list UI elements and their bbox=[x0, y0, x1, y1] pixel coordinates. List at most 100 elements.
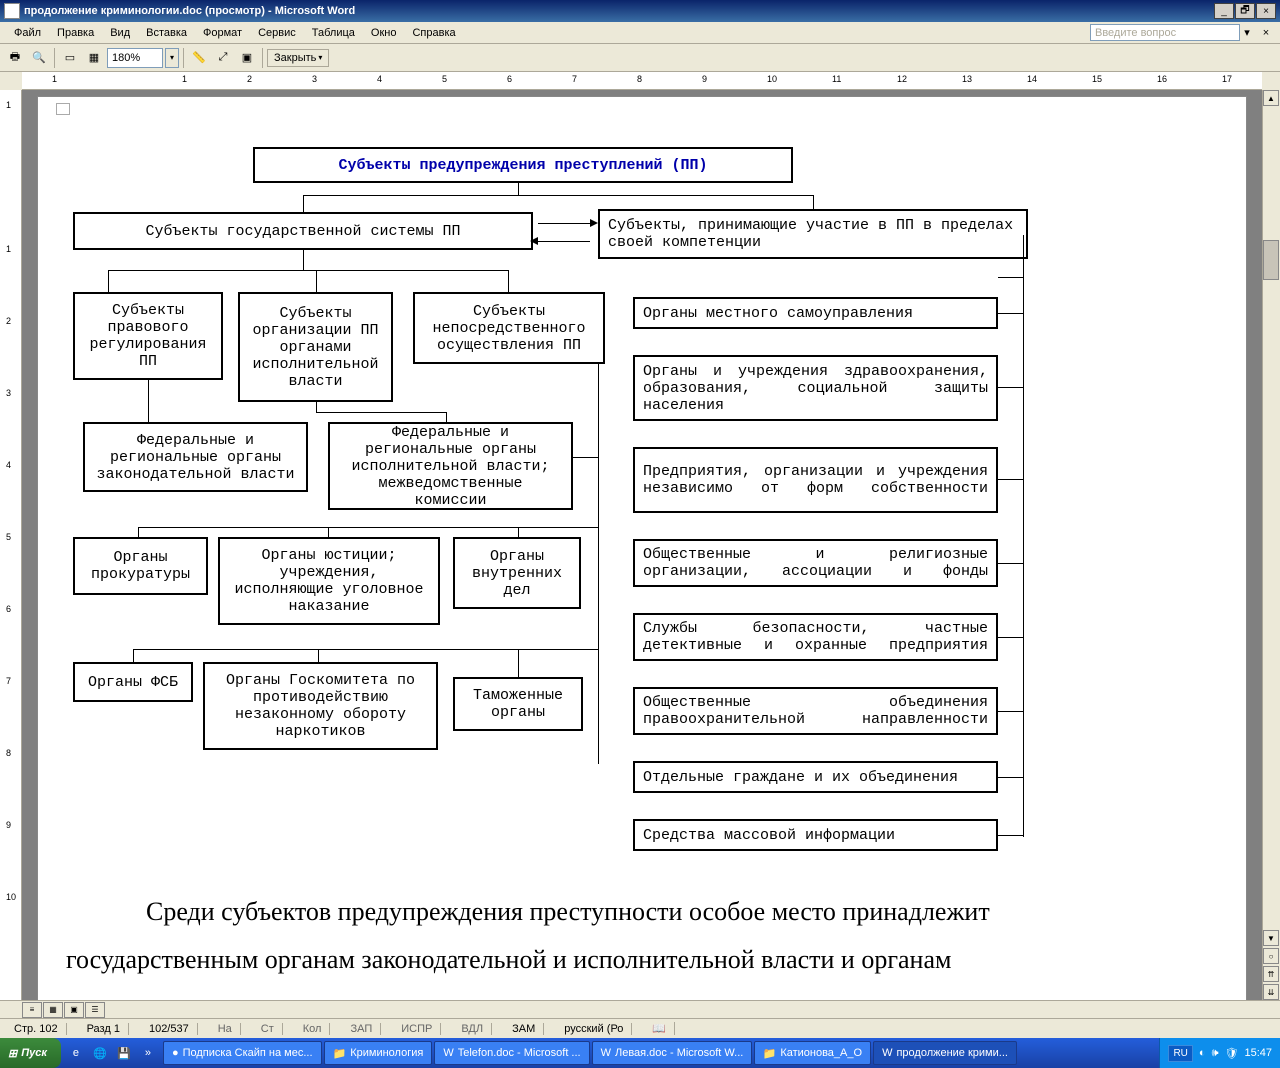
doc-close-button[interactable]: × bbox=[1258, 27, 1274, 39]
print-icon[interactable]: 🖶 bbox=[4, 47, 26, 69]
taskbar-item[interactable]: WTelefon.doc - Microsoft ... bbox=[434, 1041, 589, 1065]
menu-view[interactable]: Вид bbox=[102, 25, 138, 41]
next-page-icon[interactable]: ⇊ bbox=[1263, 984, 1279, 1000]
horizontal-scrollbar[interactable]: ≡ ▦ ▣ ☰ bbox=[0, 1000, 1280, 1018]
connector bbox=[998, 835, 1023, 836]
box-l1c: Субъекты непосредственного осуществления… bbox=[413, 292, 605, 364]
box-l3b: Органы юстиции; учреждения, исполняющие … bbox=[218, 537, 440, 625]
zoom-input[interactable]: 180% bbox=[107, 48, 163, 68]
prev-page-icon[interactable]: ⇈ bbox=[1263, 966, 1279, 982]
connector bbox=[303, 195, 813, 196]
box-r2: Органы и учреждения здравоохранения, обр… bbox=[633, 355, 998, 421]
status-pages: 102/537 bbox=[141, 1023, 198, 1035]
connector bbox=[303, 250, 304, 270]
vertical-scrollbar[interactable]: ▲ ▼ ○ ⇈ ⇊ bbox=[1262, 90, 1280, 1000]
scroll-up-icon[interactable]: ▲ bbox=[1263, 90, 1279, 106]
close-window-button[interactable]: × bbox=[1256, 3, 1276, 19]
tray-icon[interactable]: 🛡 bbox=[1225, 1047, 1239, 1060]
taskbar-item[interactable]: 📁Катионова_А_О bbox=[754, 1041, 871, 1065]
view-normal-icon[interactable]: ≡ bbox=[22, 1002, 42, 1018]
tray-icon[interactable]: 🕪 bbox=[1212, 1047, 1219, 1060]
box-l4b: Органы Госкомитета по противодействию не… bbox=[203, 662, 438, 750]
zoom-dropdown-icon[interactable]: ▾ bbox=[165, 48, 179, 68]
close-preview-button[interactable]: Закрыть▾ bbox=[267, 49, 329, 67]
view-print-icon[interactable]: ▣ bbox=[64, 1002, 84, 1018]
connector bbox=[998, 711, 1023, 712]
diagram-title: Субъекты предупреждения преступлений (ПП… bbox=[253, 147, 793, 183]
scroll-down-icon[interactable]: ▼ bbox=[1263, 930, 1279, 946]
box-l1b: Субъекты организации ПП органами исполни… bbox=[238, 292, 393, 402]
connector bbox=[998, 387, 1023, 388]
restore-button[interactable]: 🗗 bbox=[1235, 3, 1255, 19]
connector bbox=[538, 241, 590, 242]
minimize-button[interactable]: _ bbox=[1214, 3, 1234, 19]
ql-explorer-icon[interactable]: 🌐 bbox=[89, 1042, 111, 1064]
taskbar-item[interactable]: ●Подписка Скайп на мес... bbox=[163, 1041, 322, 1065]
box-r1: Органы местного самоуправления bbox=[633, 297, 998, 329]
toolbar: 🖶 🔍 ▭ ▦ 180% ▾ 📏 ⤢ ▣ Закрыть▾ bbox=[0, 44, 1280, 72]
quicklaunch: e 🌐 💾 » bbox=[61, 1042, 163, 1064]
fullscreen-icon[interactable]: ▣ bbox=[236, 47, 258, 69]
ql-ie-icon[interactable]: e bbox=[65, 1042, 87, 1064]
body-text-2: государственным органам законодательной … bbox=[66, 945, 951, 975]
status-vdl: ВДЛ bbox=[453, 1023, 492, 1035]
titlebar: продолжение криминологии.doc (просмотр) … bbox=[0, 0, 1280, 22]
multi-page-icon[interactable]: ▦ bbox=[83, 47, 105, 69]
browse-select-icon[interactable]: ○ bbox=[1263, 948, 1279, 964]
view-web-icon[interactable]: ▦ bbox=[43, 1002, 63, 1018]
status-zam: ЗАМ bbox=[504, 1023, 544, 1035]
one-page-icon[interactable]: ▭ bbox=[59, 47, 81, 69]
menu-window[interactable]: Окно bbox=[363, 25, 405, 41]
connector bbox=[998, 479, 1023, 480]
menu-table[interactable]: Таблица bbox=[304, 25, 363, 41]
connector bbox=[518, 649, 519, 677]
menu-file[interactable]: Файл bbox=[6, 25, 49, 41]
connector bbox=[1023, 235, 1024, 260]
taskbar-item[interactable]: Wпродолжение крими... bbox=[873, 1041, 1017, 1065]
body-text-1: Среди субъектов предупреждения преступно… bbox=[146, 897, 990, 927]
scroll-thumb[interactable] bbox=[1263, 240, 1279, 280]
language-indicator[interactable]: RU bbox=[1168, 1045, 1192, 1062]
box-l2b: Федеральные и региональные органы исполн… bbox=[328, 422, 573, 510]
connector bbox=[573, 457, 598, 458]
ql-more-icon[interactable]: » bbox=[137, 1042, 159, 1064]
connector bbox=[148, 380, 149, 422]
view-outline-icon[interactable]: ☰ bbox=[85, 1002, 105, 1018]
connector bbox=[138, 527, 139, 537]
status-col: Кол bbox=[295, 1023, 331, 1035]
ruler-icon[interactable]: 📏 bbox=[188, 47, 210, 69]
magnifier-icon[interactable]: 🔍 bbox=[28, 47, 50, 69]
taskbar-item-icon: 📁 bbox=[333, 1047, 347, 1060]
box-l3a: Органы прокуратуры bbox=[73, 537, 208, 595]
taskbar: ⊞ Пуск e 🌐 💾 » ●Подписка Скайп на мес...… bbox=[0, 1038, 1280, 1068]
connector bbox=[108, 270, 508, 271]
box-r8: Средства массовой информации bbox=[633, 819, 998, 851]
vertical-ruler: 112345678910 bbox=[0, 90, 22, 1000]
taskbar-item[interactable]: 📁Криминология bbox=[324, 1041, 433, 1065]
tray-icon[interactable]: ◐ bbox=[1199, 1047, 1206, 1059]
box-l2a: Федеральные и региональные органы законо… bbox=[83, 422, 308, 492]
ask-question-input[interactable]: Введите вопрос bbox=[1090, 24, 1240, 41]
menu-format[interactable]: Формат bbox=[195, 25, 250, 41]
system-tray: RU ◐ 🕪 🛡 15:47 bbox=[1159, 1038, 1280, 1068]
menu-edit[interactable]: Правка bbox=[49, 25, 102, 41]
taskbar-item[interactable]: WЛевая.doc - Microsoft W... bbox=[592, 1041, 752, 1065]
connector bbox=[133, 649, 598, 650]
page: Субъекты предупреждения преступлений (ПП… bbox=[37, 96, 1247, 1000]
connector bbox=[998, 313, 1023, 314]
arrow-right-icon bbox=[590, 219, 598, 227]
menu-service[interactable]: Сервис bbox=[250, 25, 304, 41]
taskbar-item-label: Telefon.doc - Microsoft ... bbox=[458, 1047, 581, 1059]
menu-help[interactable]: Справка bbox=[404, 25, 463, 41]
menu-insert[interactable]: Вставка bbox=[138, 25, 195, 41]
connector bbox=[508, 270, 509, 292]
shrink-fit-icon[interactable]: ⤢ bbox=[212, 47, 234, 69]
start-button[interactable]: ⊞ Пуск bbox=[0, 1038, 61, 1068]
ask-dropdown-icon[interactable]: ▾ bbox=[1240, 26, 1254, 39]
page-corner-icon bbox=[56, 103, 70, 115]
page-viewport[interactable]: Субъекты предупреждения преступлений (ПП… bbox=[22, 90, 1262, 1000]
statusbar: Стр. 102 Разд 1 102/537 На Ст Кол ЗАП ИС… bbox=[0, 1018, 1280, 1038]
taskbar-item-icon: 📁 bbox=[763, 1047, 777, 1060]
arrow-left-icon bbox=[530, 237, 538, 245]
ql-desktop-icon[interactable]: 💾 bbox=[113, 1042, 135, 1064]
